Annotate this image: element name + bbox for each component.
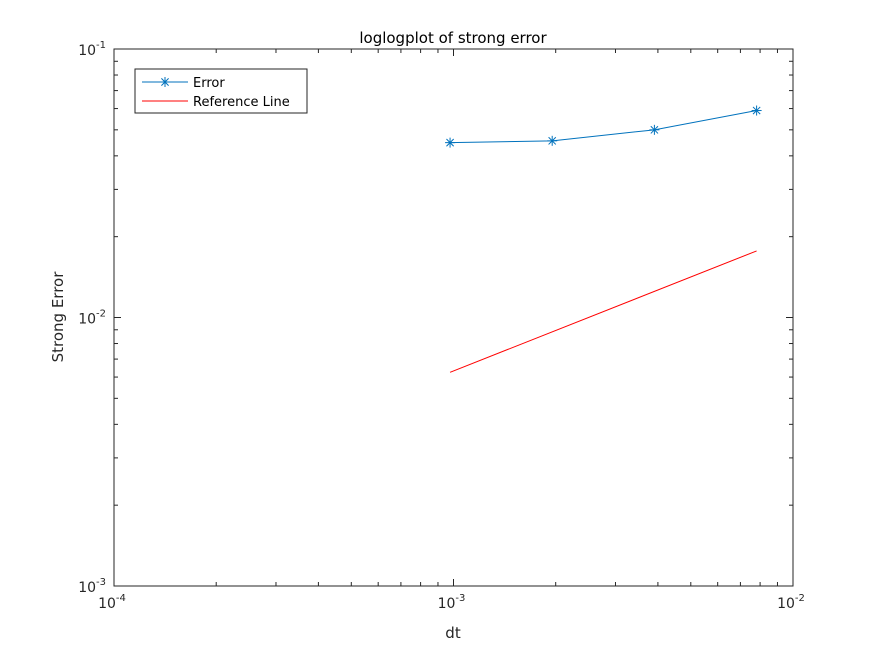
plot-frame — [113, 48, 794, 587]
series-layer — [445, 105, 762, 373]
legend-marker-error — [160, 77, 170, 87]
y-tick-labels: 10-3 10-2 10-1 — [78, 40, 106, 596]
legend: Error Reference Line — [134, 68, 308, 114]
x-tick-label: 10-3 — [438, 593, 466, 612]
x-tick-labels: 10-4 10-3 10-2 — [98, 593, 805, 612]
y-tick-label: 10-2 — [78, 309, 106, 328]
series-line-error — [450, 110, 757, 144]
data-point-error — [751, 105, 762, 116]
legend-label-error: Error — [193, 76, 225, 91]
y-axis-label: Strong Error — [49, 271, 67, 363]
series-line-reference-line — [449, 250, 757, 373]
x-tick-label: 10-4 — [98, 593, 126, 612]
data-point-error — [445, 137, 456, 148]
legend-asterisk-marker — [160, 77, 170, 87]
legend-entry-reference: Reference Line — [142, 95, 290, 110]
x-tick-label: 10-2 — [777, 593, 805, 612]
legend-entry-error: Error — [142, 76, 225, 91]
legend-box — [134, 68, 308, 114]
data-point-error — [649, 124, 660, 135]
legend-label-reference: Reference Line — [193, 95, 290, 110]
minor-ticks — [114, 49, 793, 586]
chart-title: loglogplot of strong error — [359, 29, 547, 47]
y-tick-label: 10-3 — [78, 577, 106, 596]
data-point-error — [547, 135, 558, 146]
x-axis-label: dt — [445, 624, 461, 642]
plot-area — [114, 49, 793, 586]
y-tick-label: 10-1 — [78, 40, 106, 59]
